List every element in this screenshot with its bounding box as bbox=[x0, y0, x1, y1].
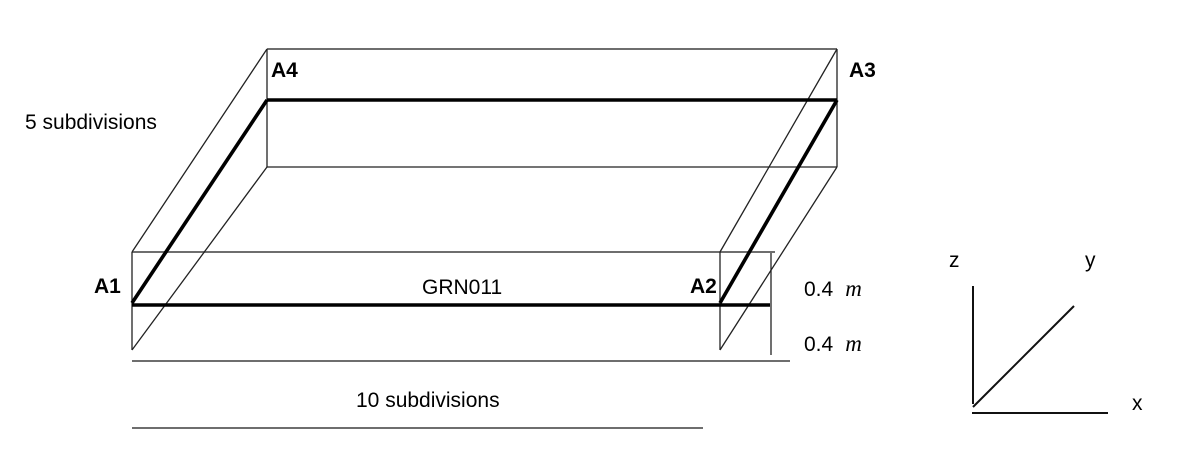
slab-left-top-depth-edge bbox=[131, 48, 268, 253]
thickness-label-bottom-layer: 0.4 m bbox=[804, 331, 862, 356]
y-axis-line bbox=[972, 305, 1075, 408]
length-subdivisions-label: 10 subdivisions bbox=[356, 389, 500, 412]
thickness-value-bottom: 0.4 bbox=[804, 333, 834, 356]
axis-label-z: z bbox=[949, 249, 960, 272]
axis-triad bbox=[972, 286, 1108, 414]
axis-label-y: y bbox=[1085, 249, 1096, 272]
depth-subdivisions-label: 5 subdivisions bbox=[25, 111, 157, 134]
corner-label-a4: A4 bbox=[271, 59, 298, 82]
soft-edges bbox=[132, 48, 837, 429]
thickness-unit-bottom: m bbox=[845, 331, 862, 356]
slab-right-bottom-depth-edge bbox=[719, 166, 838, 351]
thickness-label-top-layer: 0.4 m bbox=[804, 276, 862, 301]
grid-plane-left-edge bbox=[130, 99, 269, 304]
grid-name-label: GRN011 bbox=[422, 276, 503, 299]
grid-plane-right-edge bbox=[718, 99, 839, 304]
grid-plane-outline bbox=[130, 98, 839, 307]
slab-wireframe bbox=[131, 48, 838, 355]
slab-right-top-depth-edge bbox=[719, 48, 838, 253]
corner-label-a3: A3 bbox=[849, 59, 876, 82]
thickness-unit-top: m bbox=[845, 276, 862, 301]
axis-label-x: x bbox=[1132, 392, 1143, 415]
corner-label-a1: A1 bbox=[94, 275, 121, 298]
thickness-value-top: 0.4 bbox=[804, 278, 834, 301]
slab-left-bottom-depth-edge bbox=[131, 166, 268, 351]
corner-label-a2: A2 bbox=[690, 275, 717, 298]
